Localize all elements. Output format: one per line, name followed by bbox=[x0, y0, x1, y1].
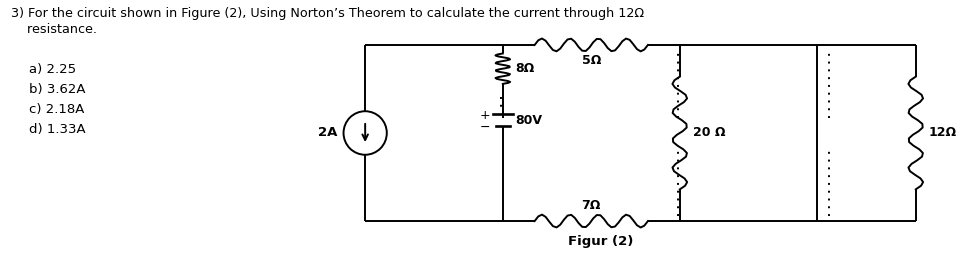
Text: Figur (2): Figur (2) bbox=[568, 235, 633, 248]
Text: 5Ω: 5Ω bbox=[581, 54, 601, 67]
Text: d) 1.33A: d) 1.33A bbox=[29, 122, 86, 135]
Text: 7Ω: 7Ω bbox=[581, 199, 601, 212]
Text: 80V: 80V bbox=[515, 114, 542, 127]
Text: a) 2.25: a) 2.25 bbox=[29, 63, 76, 76]
Text: 8Ω: 8Ω bbox=[515, 62, 534, 75]
Text: 3) For the circuit shown in Figure (2), Using Norton’s Theorem to calculate the : 3) For the circuit shown in Figure (2), … bbox=[12, 7, 644, 20]
Text: 12Ω: 12Ω bbox=[927, 126, 955, 139]
Text: 20 Ω: 20 Ω bbox=[692, 126, 725, 139]
Text: resistance.: resistance. bbox=[12, 23, 97, 36]
Text: c) 2.18A: c) 2.18A bbox=[29, 103, 85, 116]
Text: −: − bbox=[479, 121, 489, 134]
Text: +: + bbox=[479, 109, 489, 122]
Text: b) 3.62A: b) 3.62A bbox=[29, 83, 86, 96]
Text: 2A: 2A bbox=[318, 126, 337, 139]
